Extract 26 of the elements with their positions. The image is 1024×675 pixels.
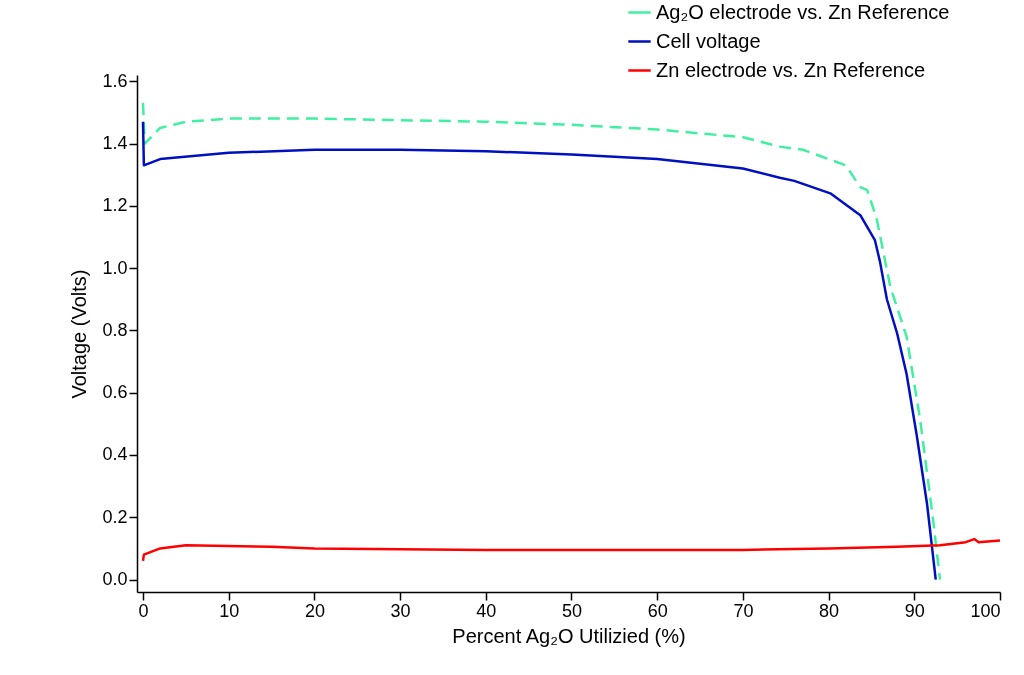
y-tick-label: 1.2 bbox=[102, 195, 128, 216]
y-tick-label: 0.8 bbox=[102, 319, 128, 340]
x-tick-label: 10 bbox=[219, 600, 240, 621]
x-tick-label: 40 bbox=[476, 600, 497, 621]
x-tick-label: 90 bbox=[904, 600, 925, 621]
x-tick-label: 20 bbox=[304, 600, 325, 621]
x-tick-label: 50 bbox=[561, 600, 583, 621]
y-tick-label: 0.6 bbox=[102, 382, 128, 403]
line-series bbox=[141, 537, 1000, 563]
y-tick-label: 1.6 bbox=[102, 70, 128, 91]
x-tick-label: 70 bbox=[733, 600, 754, 621]
x-tick-label: 80 bbox=[819, 600, 840, 621]
y-axis-title: Voltage (Volts) bbox=[68, 269, 91, 399]
x-tick-label: 30 bbox=[390, 600, 411, 621]
y-tick-label: 1.0 bbox=[102, 257, 128, 278]
x-tick-label: 0 bbox=[138, 600, 149, 621]
x-tick-label: 100 bbox=[970, 600, 1001, 621]
y-tick-label: 0.0 bbox=[102, 569, 128, 590]
legend-label: Zn electrode vs. Zn Reference bbox=[656, 58, 926, 81]
x-axis-title: Percent Ag₂O Utilizied (%) bbox=[452, 624, 686, 647]
legend-label: Cell voltage bbox=[656, 29, 761, 52]
legend-label: Ag₂O electrode vs. Zn Reference bbox=[656, 0, 950, 23]
x-tick-label: 60 bbox=[647, 600, 668, 621]
y-tick-label: 0.2 bbox=[102, 506, 128, 527]
y-tick-label: 1.4 bbox=[102, 133, 128, 154]
y-tick-label: 0.4 bbox=[102, 444, 128, 465]
